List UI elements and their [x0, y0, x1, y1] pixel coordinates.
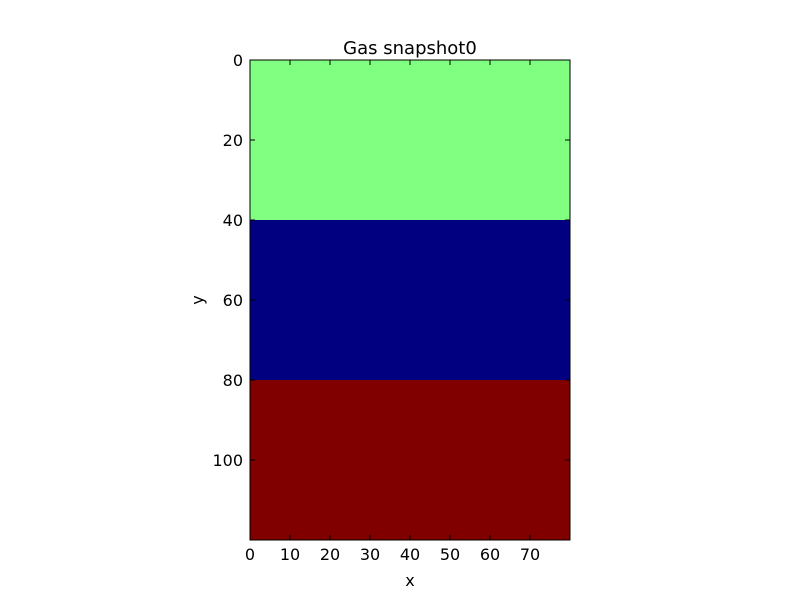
y-axis-ticks: 0 20 40 60 80 100 [212, 51, 570, 470]
heatmap-bands [250, 60, 570, 540]
y-tick-label: 60 [223, 291, 243, 310]
x-tick-label: 20 [320, 545, 340, 564]
x-axis-label: x [405, 571, 414, 590]
y-tick-label: 20 [223, 131, 243, 150]
x-tick-label: 10 [280, 545, 300, 564]
y-axis-label: y [188, 295, 207, 304]
chart-title: Gas snapshot0 [343, 38, 477, 59]
x-tick-label: 60 [480, 545, 500, 564]
x-tick-label: 50 [440, 545, 460, 564]
x-tick-label: 40 [400, 545, 420, 564]
x-axis-ticks: 0 10 20 30 40 50 60 70 [245, 60, 540, 564]
heatmap-band-top-layer [250, 60, 570, 220]
y-tick-label: 80 [223, 371, 243, 390]
y-tick-label: 40 [223, 211, 243, 230]
x-tick-label: 70 [520, 545, 540, 564]
y-tick-label: 100 [212, 451, 243, 470]
x-tick-label: 30 [360, 545, 380, 564]
y-tick-label: 0 [233, 51, 243, 70]
x-tick-label: 0 [245, 545, 255, 564]
heatmap-band-bottom-layer [250, 380, 570, 540]
heatmap-band-middle-layer [250, 220, 570, 380]
